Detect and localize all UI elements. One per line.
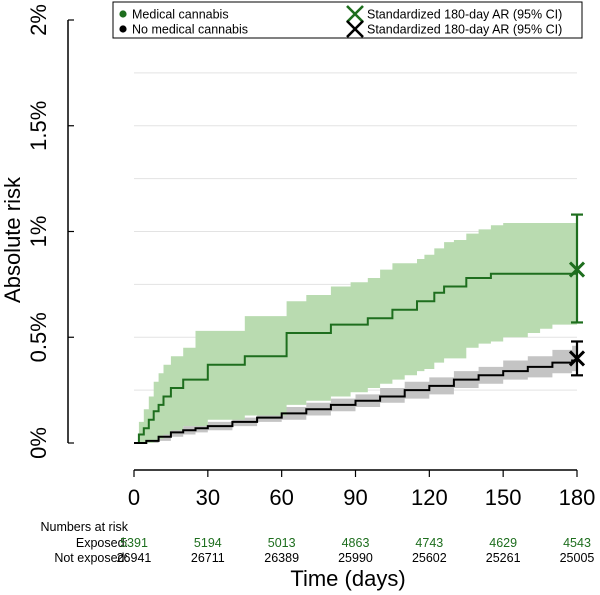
legend-x-marker-exposed [346, 5, 364, 23]
x-axis-title: Time (days) [290, 566, 405, 591]
risk-line-exposed [134, 272, 577, 444]
exposed-row-label: Exposed: [76, 536, 128, 550]
legend-x-glyph [346, 20, 364, 38]
not-exposed-count: 25005 [560, 551, 595, 565]
legend-label-ar-unexposed: Standardized 180-day AR (95% CI) [367, 23, 562, 37]
legend-label-exposed: Medical cannabis [132, 8, 229, 22]
legend-dot-unexposed [119, 25, 127, 33]
not-exposed-count: 25261 [486, 551, 521, 565]
exposed-count: 4743 [415, 536, 443, 550]
x-tick-label: 90 [343, 485, 367, 510]
confidence-bands [134, 223, 577, 443]
ar-point-unexposed [568, 350, 586, 367]
x-tick-label: 30 [196, 485, 220, 510]
x-tick-label: 60 [269, 485, 293, 510]
y-tick-label: 1.5% [26, 101, 51, 151]
not-exposed-row-label: Not exposed: [54, 551, 128, 565]
y-tick-label: 1% [26, 216, 51, 248]
legend: Medical cannabis No medical cannabis Sta… [112, 1, 583, 39]
legend-x-marker-unexposed [346, 20, 364, 38]
x-tick-label: 120 [411, 485, 448, 510]
legend-x-glyph [346, 5, 364, 23]
x-tick-label: 180 [559, 485, 596, 510]
numbers-at-risk-heading: Numbers at risk [40, 520, 128, 534]
not-exposed-count: 26711 [191, 551, 225, 565]
exposed-count: 5013 [268, 536, 296, 550]
exposed-count: 4863 [342, 536, 370, 550]
not-exposed-count: 25602 [412, 551, 447, 565]
standardized-ar-markers [568, 213, 586, 377]
exposed-count: 4543 [563, 536, 591, 550]
ar-point-exposed [568, 261, 586, 278]
y-tick-label: 0.5% [26, 312, 51, 362]
y-tick-label: 0% [26, 427, 51, 459]
legend-dot-exposed [119, 10, 127, 18]
risk-line-unexposed [134, 359, 577, 444]
legend-label-ar-exposed: Standardized 180-day AR (95% CI) [367, 8, 562, 22]
risk-curves [134, 272, 577, 444]
x-tick-label: 0 [128, 485, 140, 510]
y-tick-label: 2% [26, 4, 51, 36]
not-exposed-count: 26941 [117, 551, 152, 565]
legend-label-unexposed: No medical cannabis [132, 23, 248, 37]
axis-ticks: 0% 0.5% 1% 1.5% 2% 0 30 60 90 120 150 180 [26, 4, 595, 510]
exposed-count: 5194 [194, 536, 222, 550]
y-axis-title: Absolute risk [0, 176, 25, 303]
not-exposed-count: 26389 [264, 551, 299, 565]
x-tick-label: 150 [485, 485, 522, 510]
not-exposed-count: 25990 [338, 551, 373, 565]
numbers-at-risk-table: Numbers at risk Exposed: Not exposed: 53… [40, 520, 594, 565]
numbers-at-risk-values: 5391 5194 5013 4863 4743 4629 4543 26941 26711 26… [117, 536, 595, 565]
exposed-count: 5391 [120, 536, 148, 550]
exposed-count: 4629 [489, 536, 517, 550]
